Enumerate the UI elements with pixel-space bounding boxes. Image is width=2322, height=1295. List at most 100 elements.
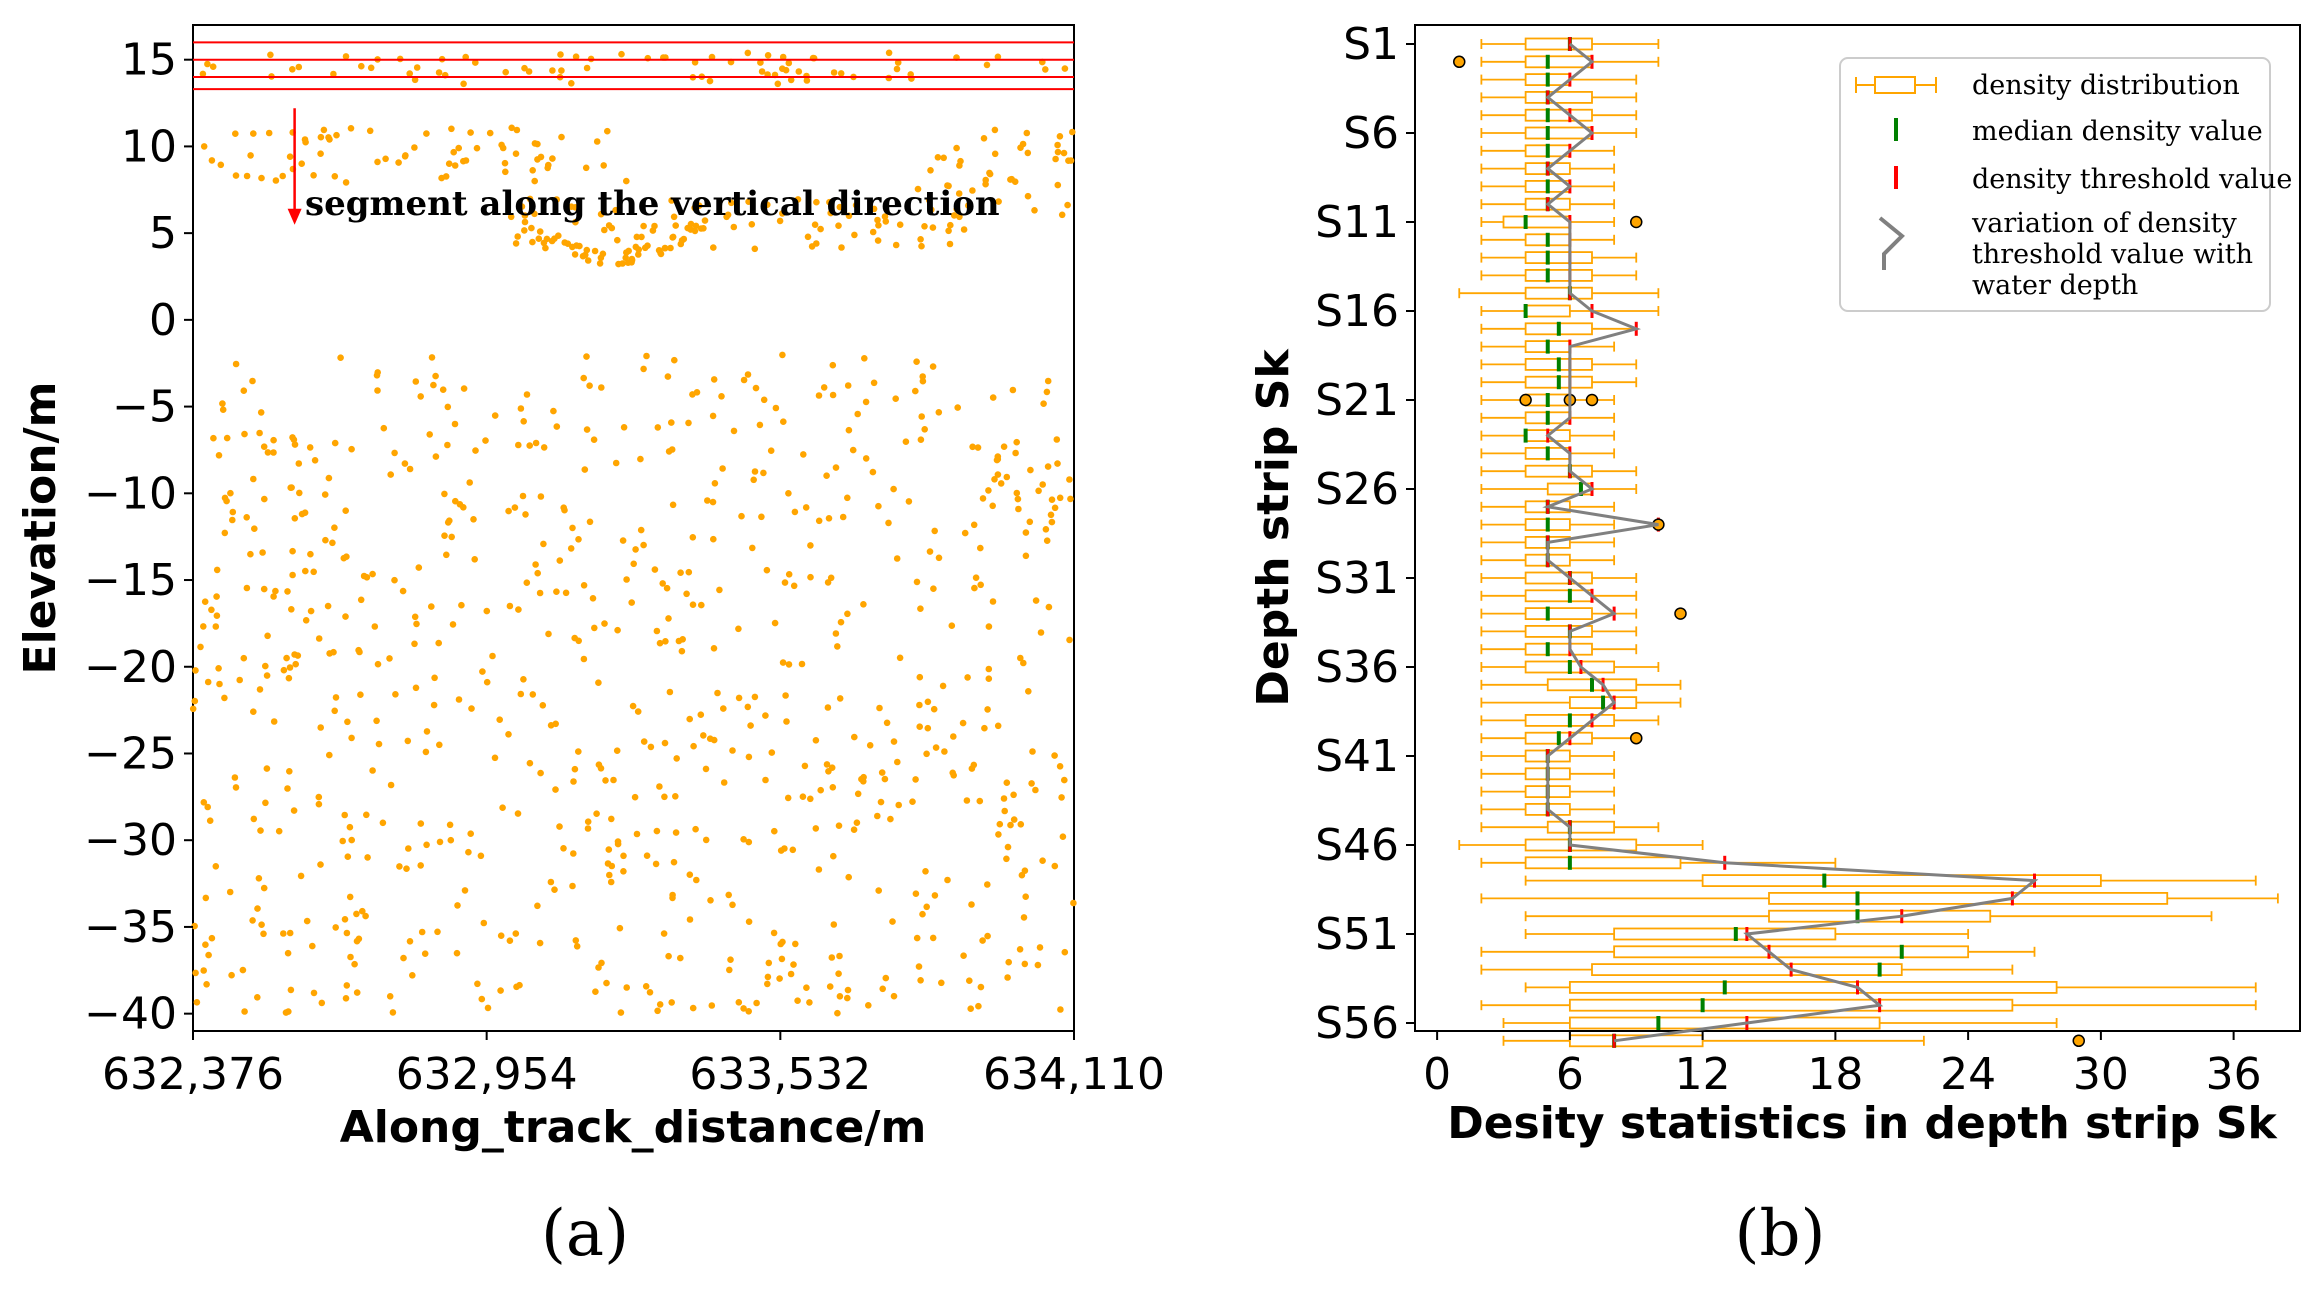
photon-point: [1059, 833, 1067, 840]
strip-box: [1480, 731, 1643, 746]
photon-point: [243, 584, 251, 592]
photon-point: [1060, 149, 1068, 157]
panel-a-y-tick-label: −30: [84, 815, 177, 866]
photon-point: [751, 693, 759, 701]
photon-point: [826, 198, 833, 206]
photon-point: [571, 765, 579, 773]
photon-point: [302, 617, 310, 624]
photon-point: [343, 553, 350, 560]
photon-point: [601, 620, 608, 627]
photon-point: [651, 566, 659, 573]
photon-point: [1029, 748, 1036, 755]
iqr-box: [1568, 1034, 1704, 1048]
photon-point: [612, 459, 620, 467]
photon-point: [200, 967, 207, 974]
strip-box: [1480, 197, 1616, 212]
photon-point: [359, 907, 366, 915]
photon-point: [791, 508, 799, 516]
photon-point: [1066, 636, 1073, 644]
photon-point: [405, 845, 412, 852]
photon-point: [289, 571, 296, 579]
photon-point: [260, 884, 268, 892]
iqr-box: [1768, 909, 1992, 923]
photon-point: [887, 815, 894, 823]
photon-point: [656, 1001, 664, 1008]
photon-point: [931, 892, 939, 899]
photon-point: [470, 516, 477, 523]
photon-point: [364, 854, 371, 861]
photon-point: [670, 858, 678, 866]
photon-point: [989, 598, 997, 605]
photon-point: [520, 418, 527, 425]
photon-point: [613, 747, 621, 754]
photon-point: [614, 626, 621, 634]
photon-point: [918, 413, 925, 420]
photon-point: [837, 70, 845, 77]
photon-point: [318, 999, 326, 1007]
photon-point: [332, 694, 340, 701]
photon-point: [570, 778, 577, 785]
photon-point: [1024, 192, 1032, 200]
photon-point: [625, 247, 632, 255]
photon-point: [535, 235, 543, 242]
photon-point: [537, 769, 544, 777]
photon-point: [249, 917, 256, 924]
photon-point: [870, 379, 878, 387]
photon-point: [603, 979, 610, 987]
photon-point: [912, 776, 919, 783]
photon-point: [586, 518, 594, 526]
photon-point: [1051, 752, 1058, 759]
photon-point: [1026, 518, 1034, 526]
photon-point: [547, 878, 555, 886]
photon-point: [866, 742, 874, 749]
photon-point: [243, 514, 250, 521]
photon-point: [894, 758, 901, 766]
panel-a-y-ticks: 15 10 5 0 −5 −10 −15 −20 −25 −30 −35 −40: [84, 35, 193, 1040]
photon-point: [223, 434, 231, 442]
photon-point: [279, 172, 287, 180]
photon-point: [301, 136, 309, 143]
photon-point: [514, 810, 522, 817]
photon-point: [468, 705, 475, 712]
photon-point: [702, 765, 710, 773]
photon-point: [923, 903, 930, 911]
photon-point: [991, 476, 998, 483]
photon-point: [836, 695, 844, 702]
photon-point: [564, 240, 572, 247]
photon-point: [192, 667, 199, 674]
photon-point: [779, 210, 786, 217]
photon-point: [570, 850, 577, 857]
photon-point: [720, 705, 727, 712]
photon-point: [536, 939, 544, 947]
photon-point: [926, 548, 934, 555]
photon-point: [945, 182, 952, 190]
photon-point: [583, 426, 591, 433]
photon-point: [969, 443, 976, 451]
photon-point: [595, 679, 602, 686]
photon-point: [584, 825, 592, 832]
photon-point: [597, 254, 605, 262]
photon-point: [289, 547, 296, 555]
photon-point: [243, 172, 251, 180]
photon-point: [640, 541, 647, 549]
photon-point: [411, 640, 418, 648]
iqr-box: [1524, 856, 1682, 870]
photon-point: [813, 198, 820, 206]
photon-point: [852, 201, 860, 209]
photon-point: [875, 222, 882, 229]
photon-point: [428, 354, 436, 361]
photon-point: [435, 69, 443, 76]
photon-point: [764, 980, 771, 988]
photon-point: [342, 507, 350, 514]
photon-point: [955, 190, 963, 197]
photon-point: [291, 515, 299, 522]
photon-point: [391, 449, 398, 457]
photon-point: [444, 441, 451, 449]
photon-point: [1066, 476, 1073, 483]
photon-point: [256, 686, 264, 693]
photon-point: [690, 742, 697, 750]
photon-point: [785, 661, 793, 668]
photon-point: [656, 639, 664, 647]
photon-point: [924, 724, 932, 732]
photon-point: [858, 775, 865, 783]
